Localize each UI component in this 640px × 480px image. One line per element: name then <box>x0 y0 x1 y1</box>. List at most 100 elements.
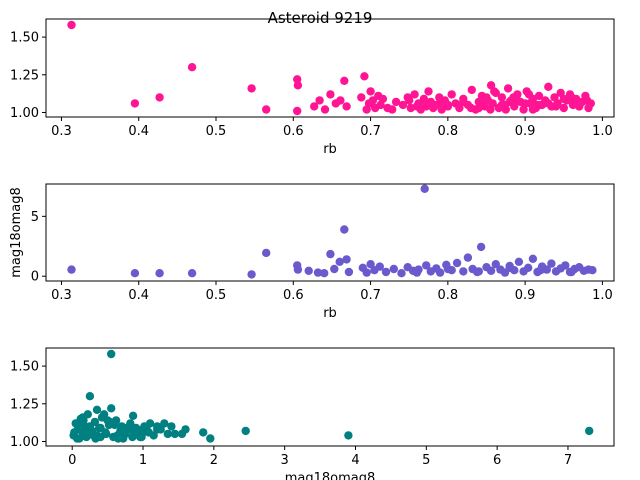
data-point <box>313 268 323 277</box>
data-point <box>241 426 250 436</box>
data-point <box>320 105 330 114</box>
data-point <box>160 419 169 428</box>
data-point <box>149 431 158 440</box>
data-point <box>486 105 495 114</box>
x-tick-label: 0.3 <box>51 124 72 139</box>
data-point <box>340 225 349 234</box>
data-point <box>447 90 456 99</box>
data-point <box>79 416 88 425</box>
y-tick-label: 1.50 <box>10 31 39 46</box>
data-point <box>375 262 384 271</box>
data-point <box>547 259 556 268</box>
x-tick-label: 0.6 <box>283 288 304 303</box>
data-point <box>133 425 142 434</box>
data-point <box>398 100 408 110</box>
data-point <box>326 90 335 99</box>
data-point <box>262 248 271 258</box>
data-point <box>561 261 570 270</box>
data-point <box>412 102 422 111</box>
data-point <box>459 97 468 107</box>
data-point <box>497 93 507 102</box>
data-point <box>490 87 499 96</box>
data-point <box>476 242 486 252</box>
data-point <box>405 96 414 105</box>
data-point <box>91 434 100 443</box>
data-point <box>362 268 371 277</box>
x-tick-label: 0.5 <box>206 124 227 139</box>
x-tick-label: 0.7 <box>360 124 381 139</box>
axes-frame <box>45 18 615 118</box>
y-tick-label: 0 <box>31 270 39 285</box>
data-point <box>85 392 95 401</box>
data-point <box>524 90 534 99</box>
data-point <box>130 269 140 278</box>
data-point <box>443 264 453 274</box>
data-point <box>293 265 303 274</box>
y-tick-label: 1.25 <box>10 397 39 412</box>
data-point <box>320 269 329 278</box>
y-tick-label: 1.25 <box>10 68 39 83</box>
x-tick-label: 0.3 <box>51 288 72 303</box>
data-point <box>262 105 271 114</box>
data-point <box>357 93 366 102</box>
data-point <box>130 99 140 108</box>
data-point <box>101 428 110 437</box>
data-point <box>532 100 541 110</box>
data-point <box>435 99 445 108</box>
data-point <box>126 419 135 428</box>
y-tick-label: 1.50 <box>10 360 39 375</box>
data-point <box>247 84 256 93</box>
data-point <box>388 105 397 114</box>
data-point <box>336 96 345 105</box>
data-point <box>420 100 429 110</box>
x-tick-label: 0.7 <box>360 288 381 303</box>
data-point <box>335 257 344 266</box>
data-point <box>420 184 429 193</box>
x-tick-label: 0.9 <box>515 288 536 303</box>
data-point <box>452 258 462 268</box>
y-axis-label: mag18omag8 <box>9 187 24 278</box>
data-point <box>381 267 391 277</box>
data-point <box>524 263 533 272</box>
data-point <box>344 431 353 440</box>
data-point <box>459 267 468 276</box>
data-point <box>544 82 553 92</box>
data-point <box>509 93 518 102</box>
data-point <box>167 422 176 431</box>
x-tick-label: 3 <box>281 453 289 468</box>
data-point <box>117 425 127 434</box>
data-point <box>536 266 545 275</box>
data-point <box>111 416 121 425</box>
data-point <box>534 91 544 101</box>
data-point <box>422 261 431 270</box>
data-point <box>107 349 116 359</box>
axes-frame <box>45 183 615 282</box>
x-tick-label: 1 <box>139 453 147 468</box>
x-tick-label: 0.5 <box>206 288 227 303</box>
data-point <box>92 405 102 414</box>
data-point <box>514 257 524 266</box>
data-point <box>528 254 538 263</box>
x-tick-label: 4 <box>351 453 359 468</box>
y-tick-label: 1.00 <box>10 435 39 450</box>
data-point <box>136 432 145 442</box>
data-point <box>455 103 464 113</box>
data-point <box>206 434 215 443</box>
data-point <box>410 90 419 99</box>
data-point <box>187 269 197 278</box>
subplot-3: 0 1 2 3 4 5 6 7 1.00 1.25 1.50 mag18omag8 <box>10 347 615 480</box>
data-point <box>559 94 568 104</box>
data-point <box>105 417 114 427</box>
data-point <box>366 87 375 96</box>
data-point <box>304 266 313 275</box>
x-axis-label: rb <box>323 142 337 157</box>
x-tick-label: 1.0 <box>592 288 613 303</box>
data-point <box>567 267 576 277</box>
x-tick-label: 7 <box>564 453 572 468</box>
data-point <box>107 404 116 413</box>
x-tick-label: 0.8 <box>438 288 459 303</box>
data-point <box>330 264 339 274</box>
data-point <box>155 269 164 278</box>
x-tick-label: 6 <box>493 453 501 468</box>
